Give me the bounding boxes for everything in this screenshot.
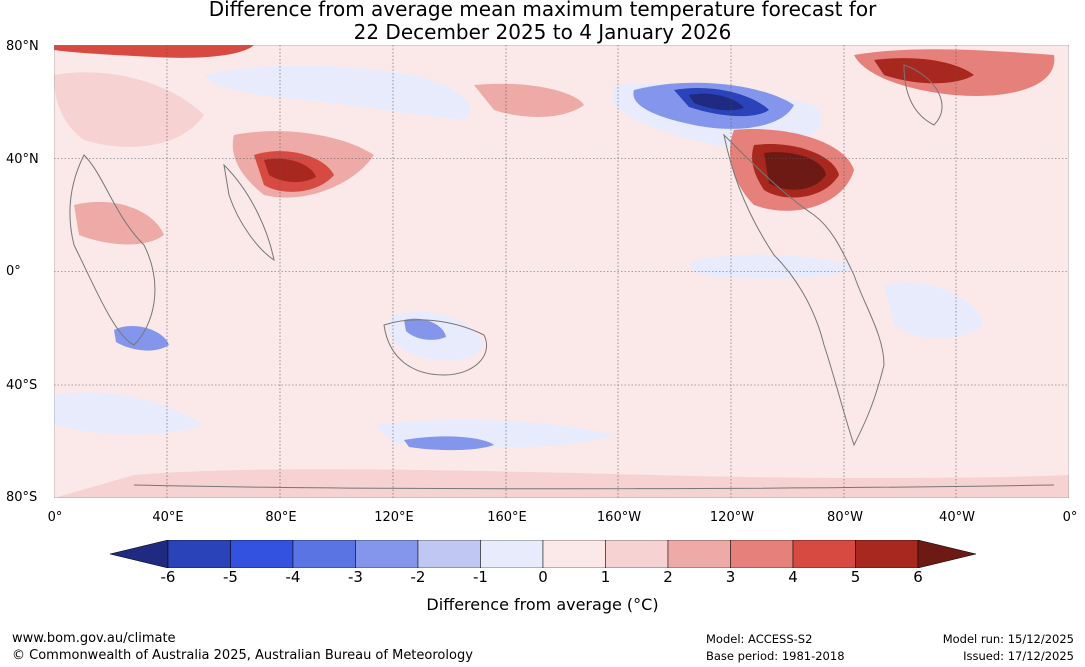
map-title-line2: 22 December 2025 to 4 January 2026	[353, 20, 732, 44]
lat-label: 40°N	[6, 152, 39, 167]
anomaly-region-warm	[54, 469, 1069, 498]
lon-label: 160°W	[596, 510, 642, 525]
colorbar-extend-low	[109, 539, 169, 569]
colorbar-segment	[417, 539, 481, 569]
anomaly-region-cool	[204, 65, 471, 120]
colorbar-tick-label: -5	[223, 568, 238, 586]
colorbar-ticks: -6 -5 -4 -3 -2 -1 0 1 2 3 4 5 6	[0, 568, 1085, 588]
colorbar-label: Difference from average (°C)	[426, 595, 659, 614]
colorbar-segment	[792, 539, 856, 569]
lon-label: 120°W	[709, 510, 755, 525]
colorbar-segment	[355, 539, 419, 569]
anomaly-region-cool	[54, 392, 204, 435]
footer-dates: Model run: 15/12/2025 Issued: 17/12/2025	[943, 631, 1074, 665]
colorbar-segment	[605, 539, 669, 569]
anomaly-region-warm	[474, 83, 584, 117]
issued-date: Issued: 17/12/2025	[963, 649, 1074, 663]
website-link[interactable]: www.bom.gov.au/climate	[12, 631, 176, 646]
colorbar-tick-label: 3	[725, 568, 736, 586]
anomaly-region-hot	[874, 58, 974, 84]
colorbar-segment	[480, 539, 544, 569]
colorbar	[109, 539, 980, 572]
footer-left: www.bom.gov.au/climate © Commonwealth of…	[12, 630, 473, 664]
anomaly-region-cold	[689, 93, 744, 111]
lat-label: 80°S	[6, 490, 38, 505]
lon-label: 40°W	[939, 510, 975, 525]
copyright-text: © Commonwealth of Australia 2025, Austra…	[12, 648, 473, 663]
lon-label: 80°E	[265, 510, 297, 525]
lon-label: 40°E	[152, 510, 184, 525]
temperature-anomaly-map	[53, 44, 1070, 499]
graticule	[54, 45, 1069, 498]
colorbar-tick-label: 5	[850, 568, 861, 586]
colorbar-segment	[667, 539, 731, 569]
colorbar-segment	[167, 539, 231, 569]
lat-label: 40°S	[6, 378, 38, 393]
colorbar-tick-label: 0	[538, 568, 548, 586]
colorbar-tick-label: -6	[160, 568, 176, 586]
anomaly-region-cold	[404, 436, 494, 451]
anomaly-region-hot	[264, 158, 316, 183]
colorbar-segment	[855, 539, 919, 569]
colorbar-svg	[109, 539, 977, 569]
colorbar-tick-label: 1	[600, 568, 611, 586]
map-title-line1: Difference from average mean maximum tem…	[208, 0, 877, 21]
model-run-date: Model run: 15/12/2025	[942, 632, 1074, 646]
lat-label: 80°N	[6, 39, 39, 54]
colorbar-segment	[292, 539, 356, 569]
footer-model-info: Model: ACCESS-S2 Base period: 1981-2018	[706, 631, 845, 665]
anomaly-region-cold	[404, 318, 446, 340]
lon-label: 120°E	[374, 510, 414, 525]
colorbar-segment	[730, 539, 794, 569]
colorbar-tick-label: -3	[348, 568, 363, 586]
anomaly-region-hot	[54, 45, 254, 58]
colorbar-tick-label: 2	[663, 568, 673, 586]
anomaly-region-warm	[54, 72, 204, 147]
lon-label: 0°	[47, 510, 63, 525]
lon-label: 80°W	[827, 510, 863, 525]
model-name: Model: ACCESS-S2	[706, 632, 813, 646]
colorbar-segment	[542, 539, 606, 569]
anomaly-region-cool	[884, 282, 984, 339]
colorbar-tick-label: 4	[788, 568, 798, 586]
colorbar-tick-label: 6	[913, 568, 923, 586]
coastlines	[69, 64, 1055, 490]
colorbar-segment	[230, 539, 294, 569]
colorbar-tick-label: -4	[285, 568, 301, 586]
lon-label: 160°E	[487, 510, 527, 525]
lon-label: 0°	[1062, 510, 1078, 525]
colorbar-tick-label: -2	[410, 568, 426, 586]
anomaly-region-cold	[114, 325, 169, 351]
anomaly-region-warm	[74, 201, 164, 245]
base-period: Base period: 1981-2018	[706, 649, 845, 663]
colorbar-extend-high	[917, 539, 977, 569]
anomaly-region-hot	[764, 152, 826, 190]
colorbar-tick-label: -1	[473, 568, 488, 586]
map-svg	[53, 44, 1070, 499]
lat-label: 0°	[6, 264, 21, 279]
